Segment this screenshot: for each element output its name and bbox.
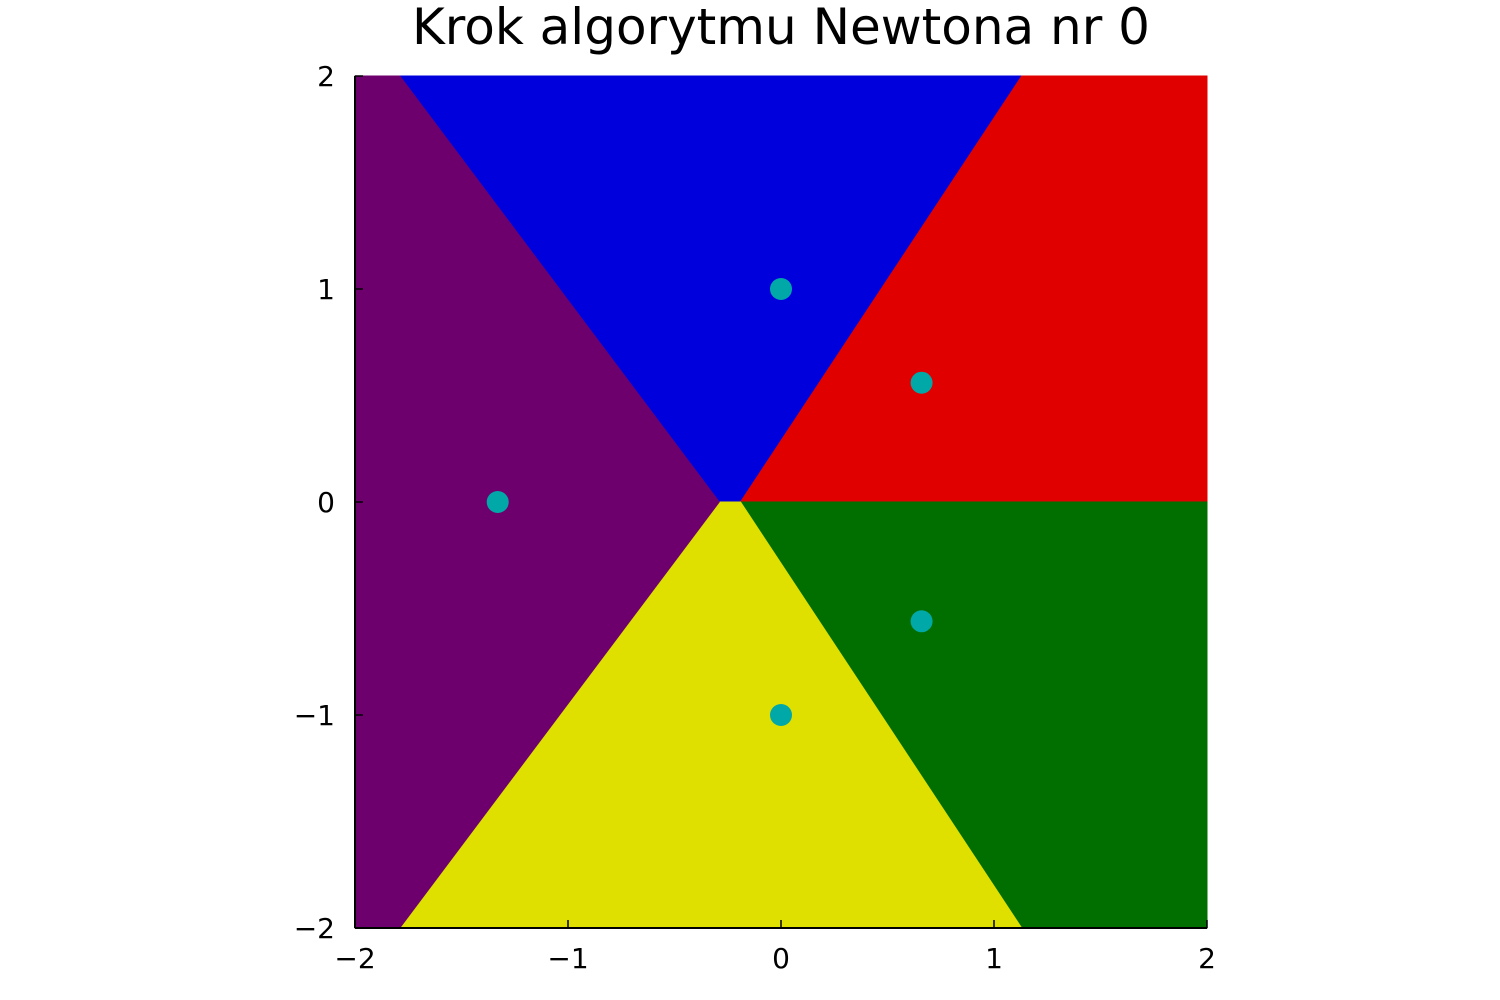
y-tick-label-3: 1	[317, 273, 335, 306]
root-point-1	[910, 371, 933, 394]
x-tick-label-3: 1	[985, 942, 1003, 975]
x-tick-label-2: 0	[772, 942, 790, 975]
y-tick-label-1: −1	[294, 699, 335, 732]
root-point-4	[770, 704, 792, 726]
root-markers	[486, 278, 933, 726]
y-tick-label-4: 2	[317, 60, 335, 93]
y-tick-label-2: 0	[317, 486, 335, 519]
y-tick-label-0: −2	[294, 912, 335, 945]
basin-regions	[354, 75, 1208, 929]
x-tick-label-0: −2	[334, 942, 375, 975]
root-point-3	[910, 610, 933, 633]
x-tick-label-1: −1	[547, 942, 588, 975]
chart-title: Krok algorytmu Newtona nr 0	[412, 0, 1150, 56]
root-point-0	[770, 278, 792, 300]
x-tick-label-4: 2	[1198, 942, 1216, 975]
x-axis-ticks: −2 −1 0 1 2	[334, 920, 1216, 975]
y-axis-ticks: −2 −1 0 1 2	[294, 60, 363, 945]
root-point-2	[486, 491, 509, 513]
